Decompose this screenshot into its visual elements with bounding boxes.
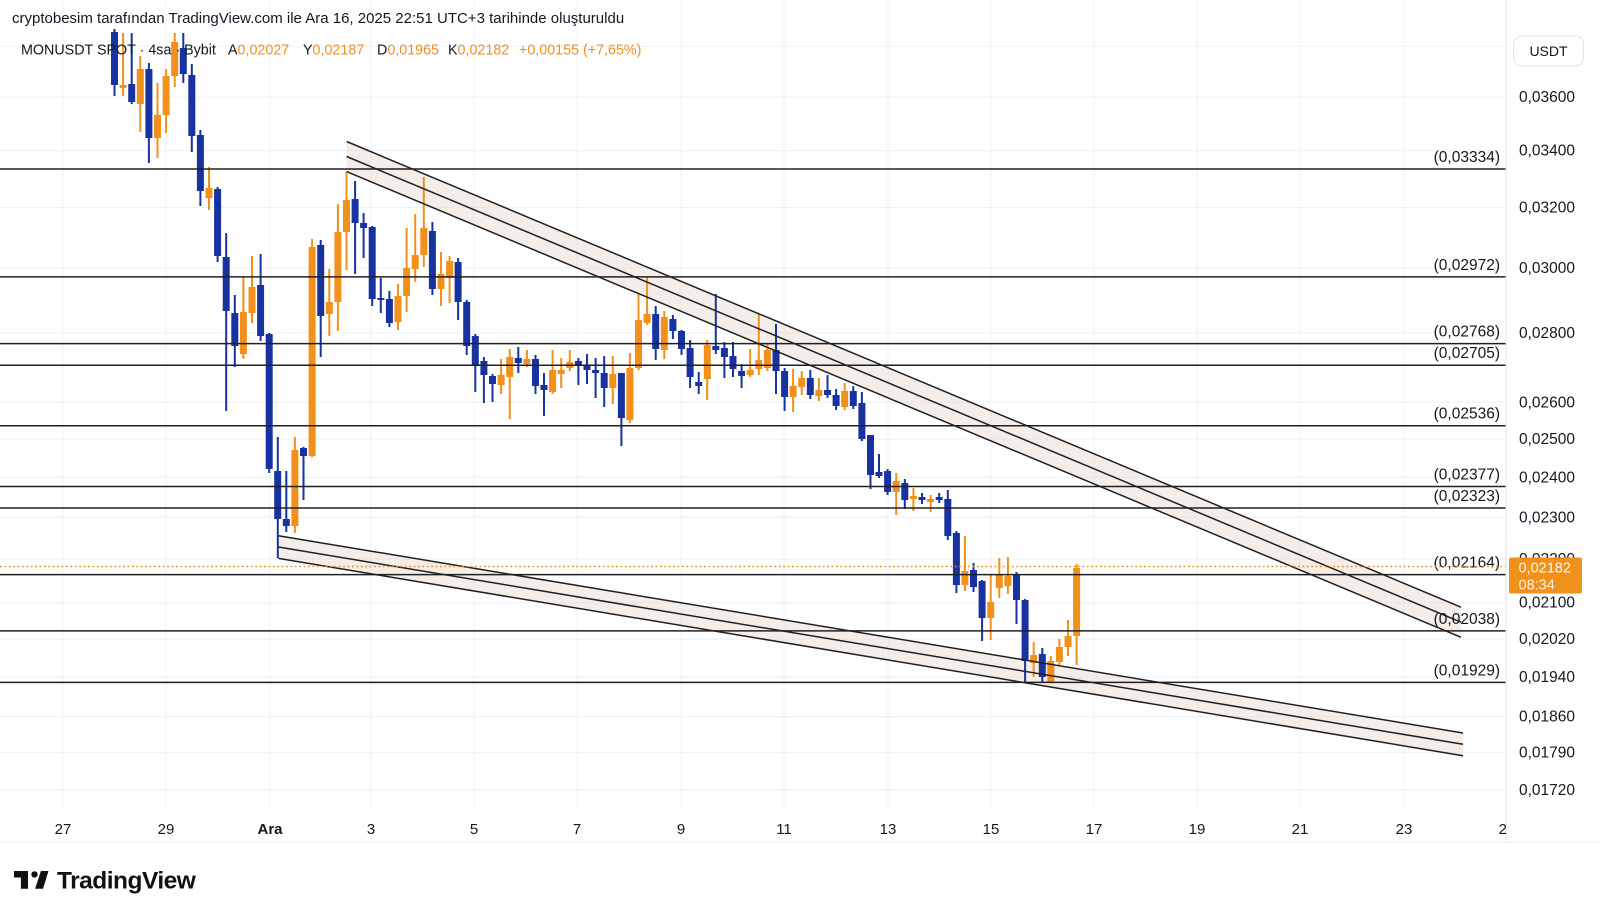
svg-text:USDT: USDT	[1529, 43, 1568, 59]
svg-text:Ara: Ara	[257, 821, 283, 838]
svg-text:(0,02536): (0,02536)	[1434, 406, 1500, 423]
svg-text:08:34: 08:34	[1519, 578, 1555, 594]
svg-text:0,01790: 0,01790	[1519, 745, 1575, 762]
svg-text:(0,03334): (0,03334)	[1434, 149, 1500, 166]
svg-text:0,02500: 0,02500	[1519, 431, 1575, 448]
svg-text:0,03400: 0,03400	[1519, 143, 1575, 160]
svg-text:0,02100: 0,02100	[1519, 595, 1575, 612]
svg-text:(0,02038): (0,02038)	[1434, 611, 1500, 628]
svg-text:0,02300: 0,02300	[1519, 509, 1575, 526]
svg-text:(0,02164): (0,02164)	[1434, 555, 1500, 572]
svg-text:0,03200: 0,03200	[1519, 200, 1575, 217]
svg-text:5: 5	[470, 821, 478, 838]
svg-text:0,02020: 0,02020	[1519, 631, 1575, 648]
svg-text:TradingView: TradingView	[57, 868, 197, 895]
svg-text:23: 23	[1396, 821, 1413, 838]
svg-text:21: 21	[1292, 821, 1309, 838]
svg-text:0,03000: 0,03000	[1519, 260, 1575, 277]
svg-text:0,02182: 0,02182	[1519, 561, 1571, 577]
svg-text:0,02600: 0,02600	[1519, 394, 1575, 411]
svg-text:9: 9	[677, 821, 685, 838]
svg-text:0,01940: 0,01940	[1519, 669, 1575, 686]
svg-text:0,02400: 0,02400	[1519, 469, 1575, 486]
svg-text:(0,02768): (0,02768)	[1434, 324, 1500, 341]
svg-text:cryptobesim tarafından Trading: cryptobesim tarafından TradingView.com i…	[12, 10, 624, 27]
svg-text:(0,02323): (0,02323)	[1434, 488, 1500, 505]
svg-text:7: 7	[573, 821, 581, 838]
svg-text:27: 27	[55, 821, 72, 838]
svg-text:0,03600: 0,03600	[1519, 89, 1575, 106]
svg-text:(0,02377): (0,02377)	[1434, 467, 1500, 484]
svg-text:(0,02972): (0,02972)	[1434, 257, 1500, 274]
svg-text:(0,02705): (0,02705)	[1434, 345, 1500, 362]
svg-text:19: 19	[1189, 821, 1206, 838]
svg-text:0,01720: 0,01720	[1519, 782, 1575, 799]
svg-text:15: 15	[983, 821, 1000, 838]
svg-text:3: 3	[367, 821, 375, 838]
svg-text:11: 11	[776, 821, 792, 838]
svg-text:29: 29	[158, 821, 175, 838]
svg-text:17: 17	[1086, 821, 1103, 838]
svg-text:13: 13	[880, 821, 897, 838]
svg-text:(0,01929): (0,01929)	[1434, 662, 1500, 679]
svg-text:0,02800: 0,02800	[1519, 325, 1575, 342]
svg-text:0,01860: 0,01860	[1519, 709, 1575, 726]
